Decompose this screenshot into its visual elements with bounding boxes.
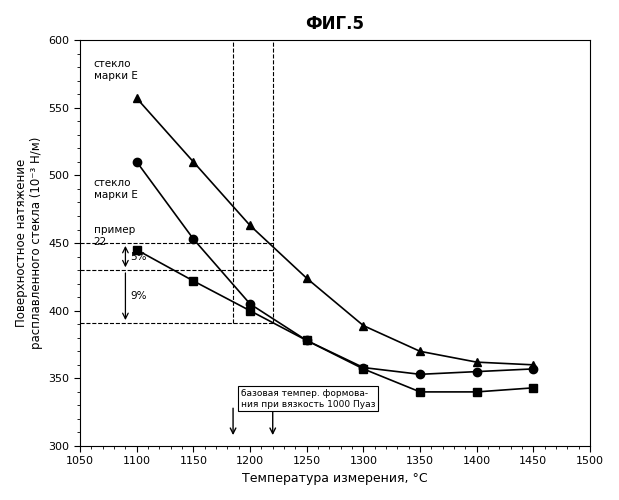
Title: ФИГ.5: ФИГ.5	[306, 15, 365, 33]
Text: базовая темпер. формова-
ния при вязкость 1000 Пуаз: базовая темпер. формова- ния при вязкост…	[241, 389, 376, 408]
Text: стекло
марки Е: стекло марки Е	[93, 59, 137, 80]
Text: стекло
марки Е: стекло марки Е	[93, 178, 137, 200]
Text: пример
22: пример 22	[93, 226, 135, 247]
X-axis label: Температура измерения, °С: Температура измерения, °С	[242, 472, 428, 485]
Text: 5%: 5%	[130, 252, 147, 262]
Text: 9%: 9%	[130, 291, 147, 301]
Y-axis label: Поверхностное натяжение
расплавленного стекла (10⁻³ Н/м): Поверхностное натяжение расплавленного с…	[15, 137, 43, 350]
